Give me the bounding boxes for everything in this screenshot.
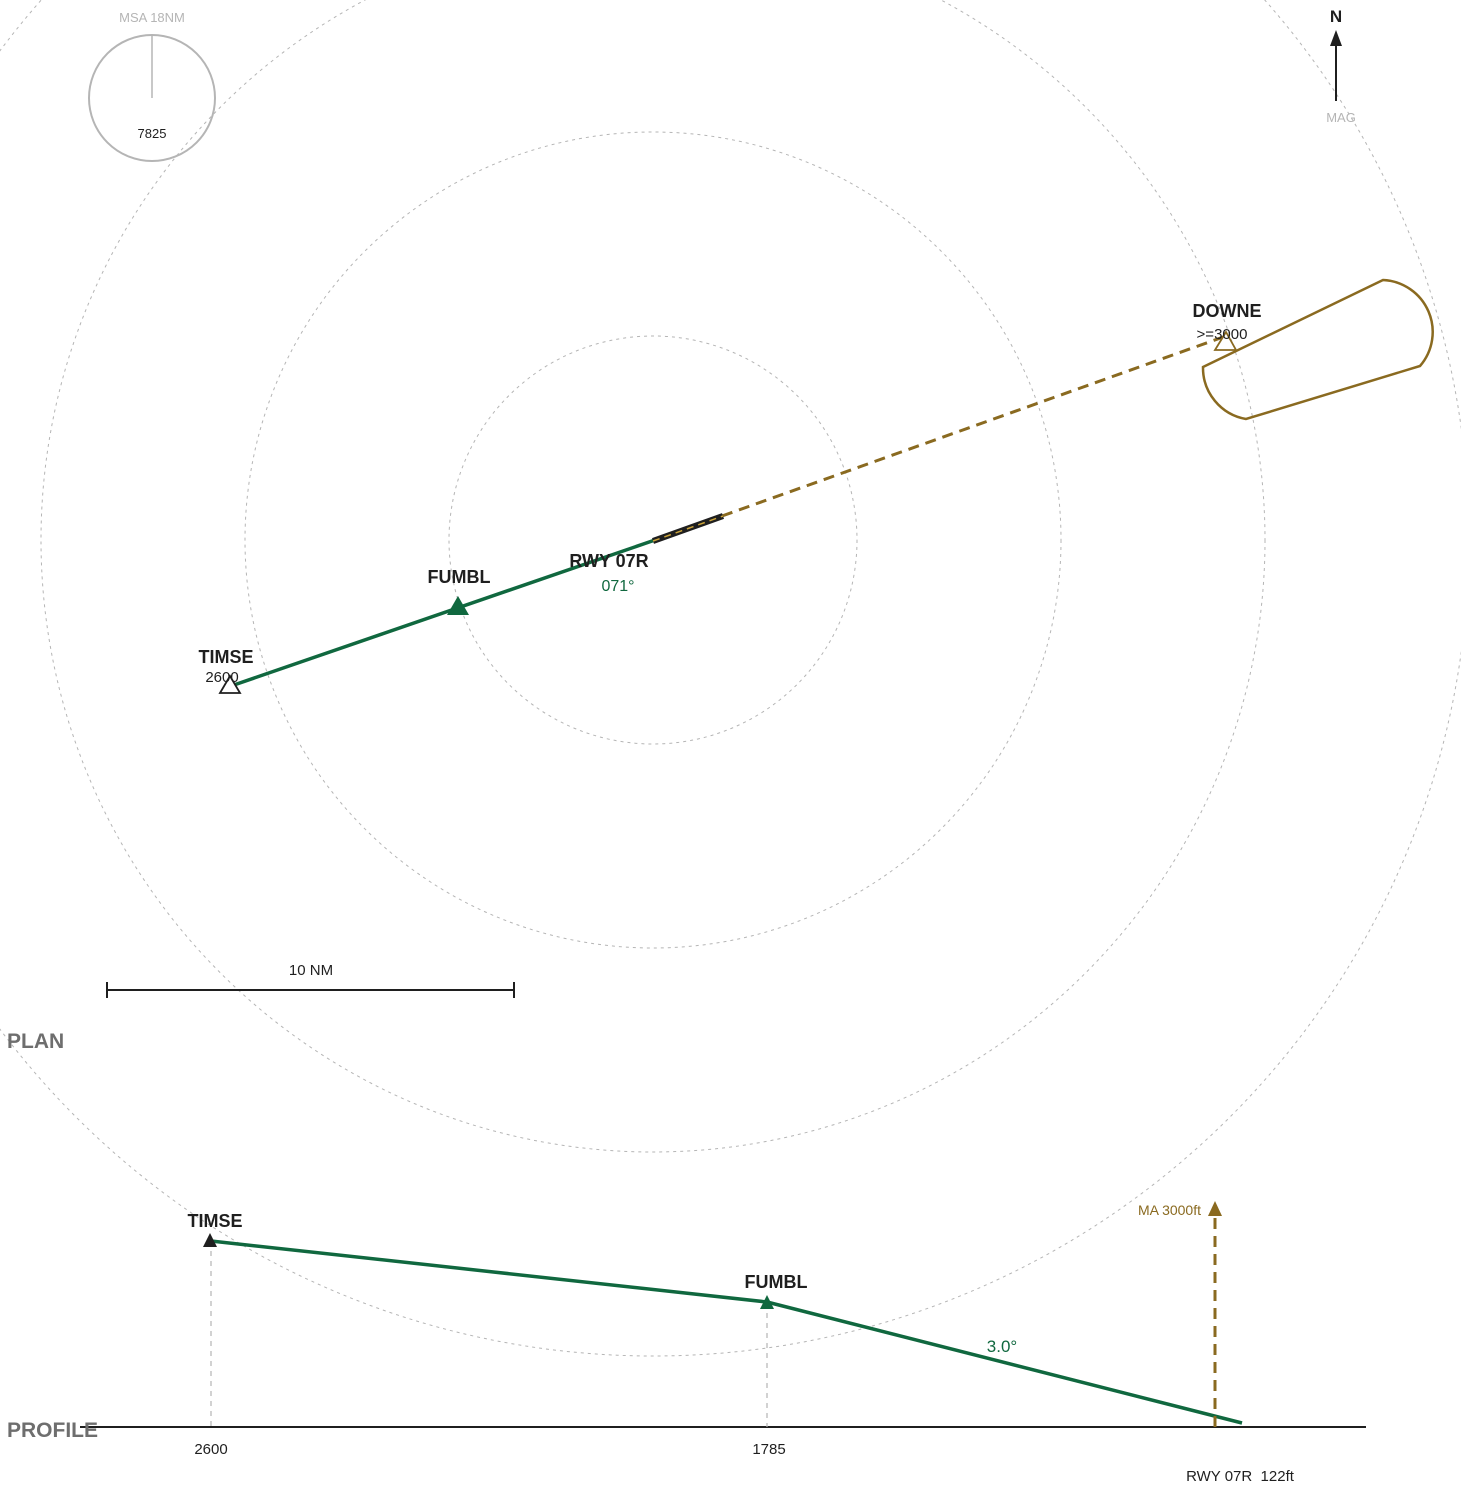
downe-name: DOWNE [1193,301,1262,321]
runway-label: RWY 07R [569,551,648,571]
glide-angle-label: 3.0° [987,1337,1017,1356]
profile-alt-timse: 2600 [194,1441,227,1458]
timse-triangle-icon [218,674,242,694]
msa-circle: MSA 18NM 7825 [88,10,216,162]
timse-name: TIMSE [198,647,253,667]
timse-altitude: 2600 [205,669,238,686]
range-ring-3 [40,0,1266,1153]
profile-descent-path-2 [766,1300,1243,1425]
waypoint-fumbl: FUMBL [428,567,491,615]
missed-approach-label: MA 3000ft [1138,1202,1201,1218]
runway-course: 071° [601,578,634,595]
profile-fumbl-icon [760,1295,774,1309]
range-rings [0,0,1461,1357]
profile-view: TIMSE FUMBL 3.0° MA 3000ft 2600 1785 RWY… [80,1201,1366,1485]
missed-approach-arrow-icon [1208,1201,1222,1216]
range-ring-4 [0,0,1461,1357]
downe-triangle-icon [1213,330,1238,351]
profile-timse-label: TIMSE [187,1211,242,1231]
north-sub-label: MAG [1326,110,1356,125]
waypoint-timse: TIMSE 2600 [198,647,254,694]
north-label: N [1330,7,1342,26]
fumbl-name: FUMBL [428,567,491,587]
profile-section-label: PROFILE [7,1419,98,1442]
holding-pattern [1201,278,1434,421]
fumbl-triangle-icon [447,596,469,615]
profile-alt-fumbl: 1785 [752,1441,785,1458]
north-arrow-head [1330,30,1342,46]
range-ring-1 [448,335,858,745]
north-arrow: N MAG [1326,7,1356,125]
msa-label: MSA 18NM [119,10,185,25]
msa-altitude: 7825 [138,126,167,141]
scale-bar-label: 10 NM [289,962,333,979]
profile-timse-icon [203,1233,217,1247]
profile-fumbl-label: FUMBL [745,1272,808,1292]
range-ring-2 [244,131,1062,949]
runway-symbol [651,513,725,544]
downe-altitude: >=3000 [1197,326,1248,343]
waypoint-downe: DOWNE >=3000 [1193,301,1262,351]
final-approach-track [230,538,656,688]
missed-approach-track [721,334,1227,518]
plan-section-label: PLAN [7,1030,64,1053]
profile-descent-path-1 [210,1239,768,1304]
runway-elevation-label: RWY 07R 122ft [1186,1468,1295,1485]
scale-bar: 10 NM [106,962,515,998]
